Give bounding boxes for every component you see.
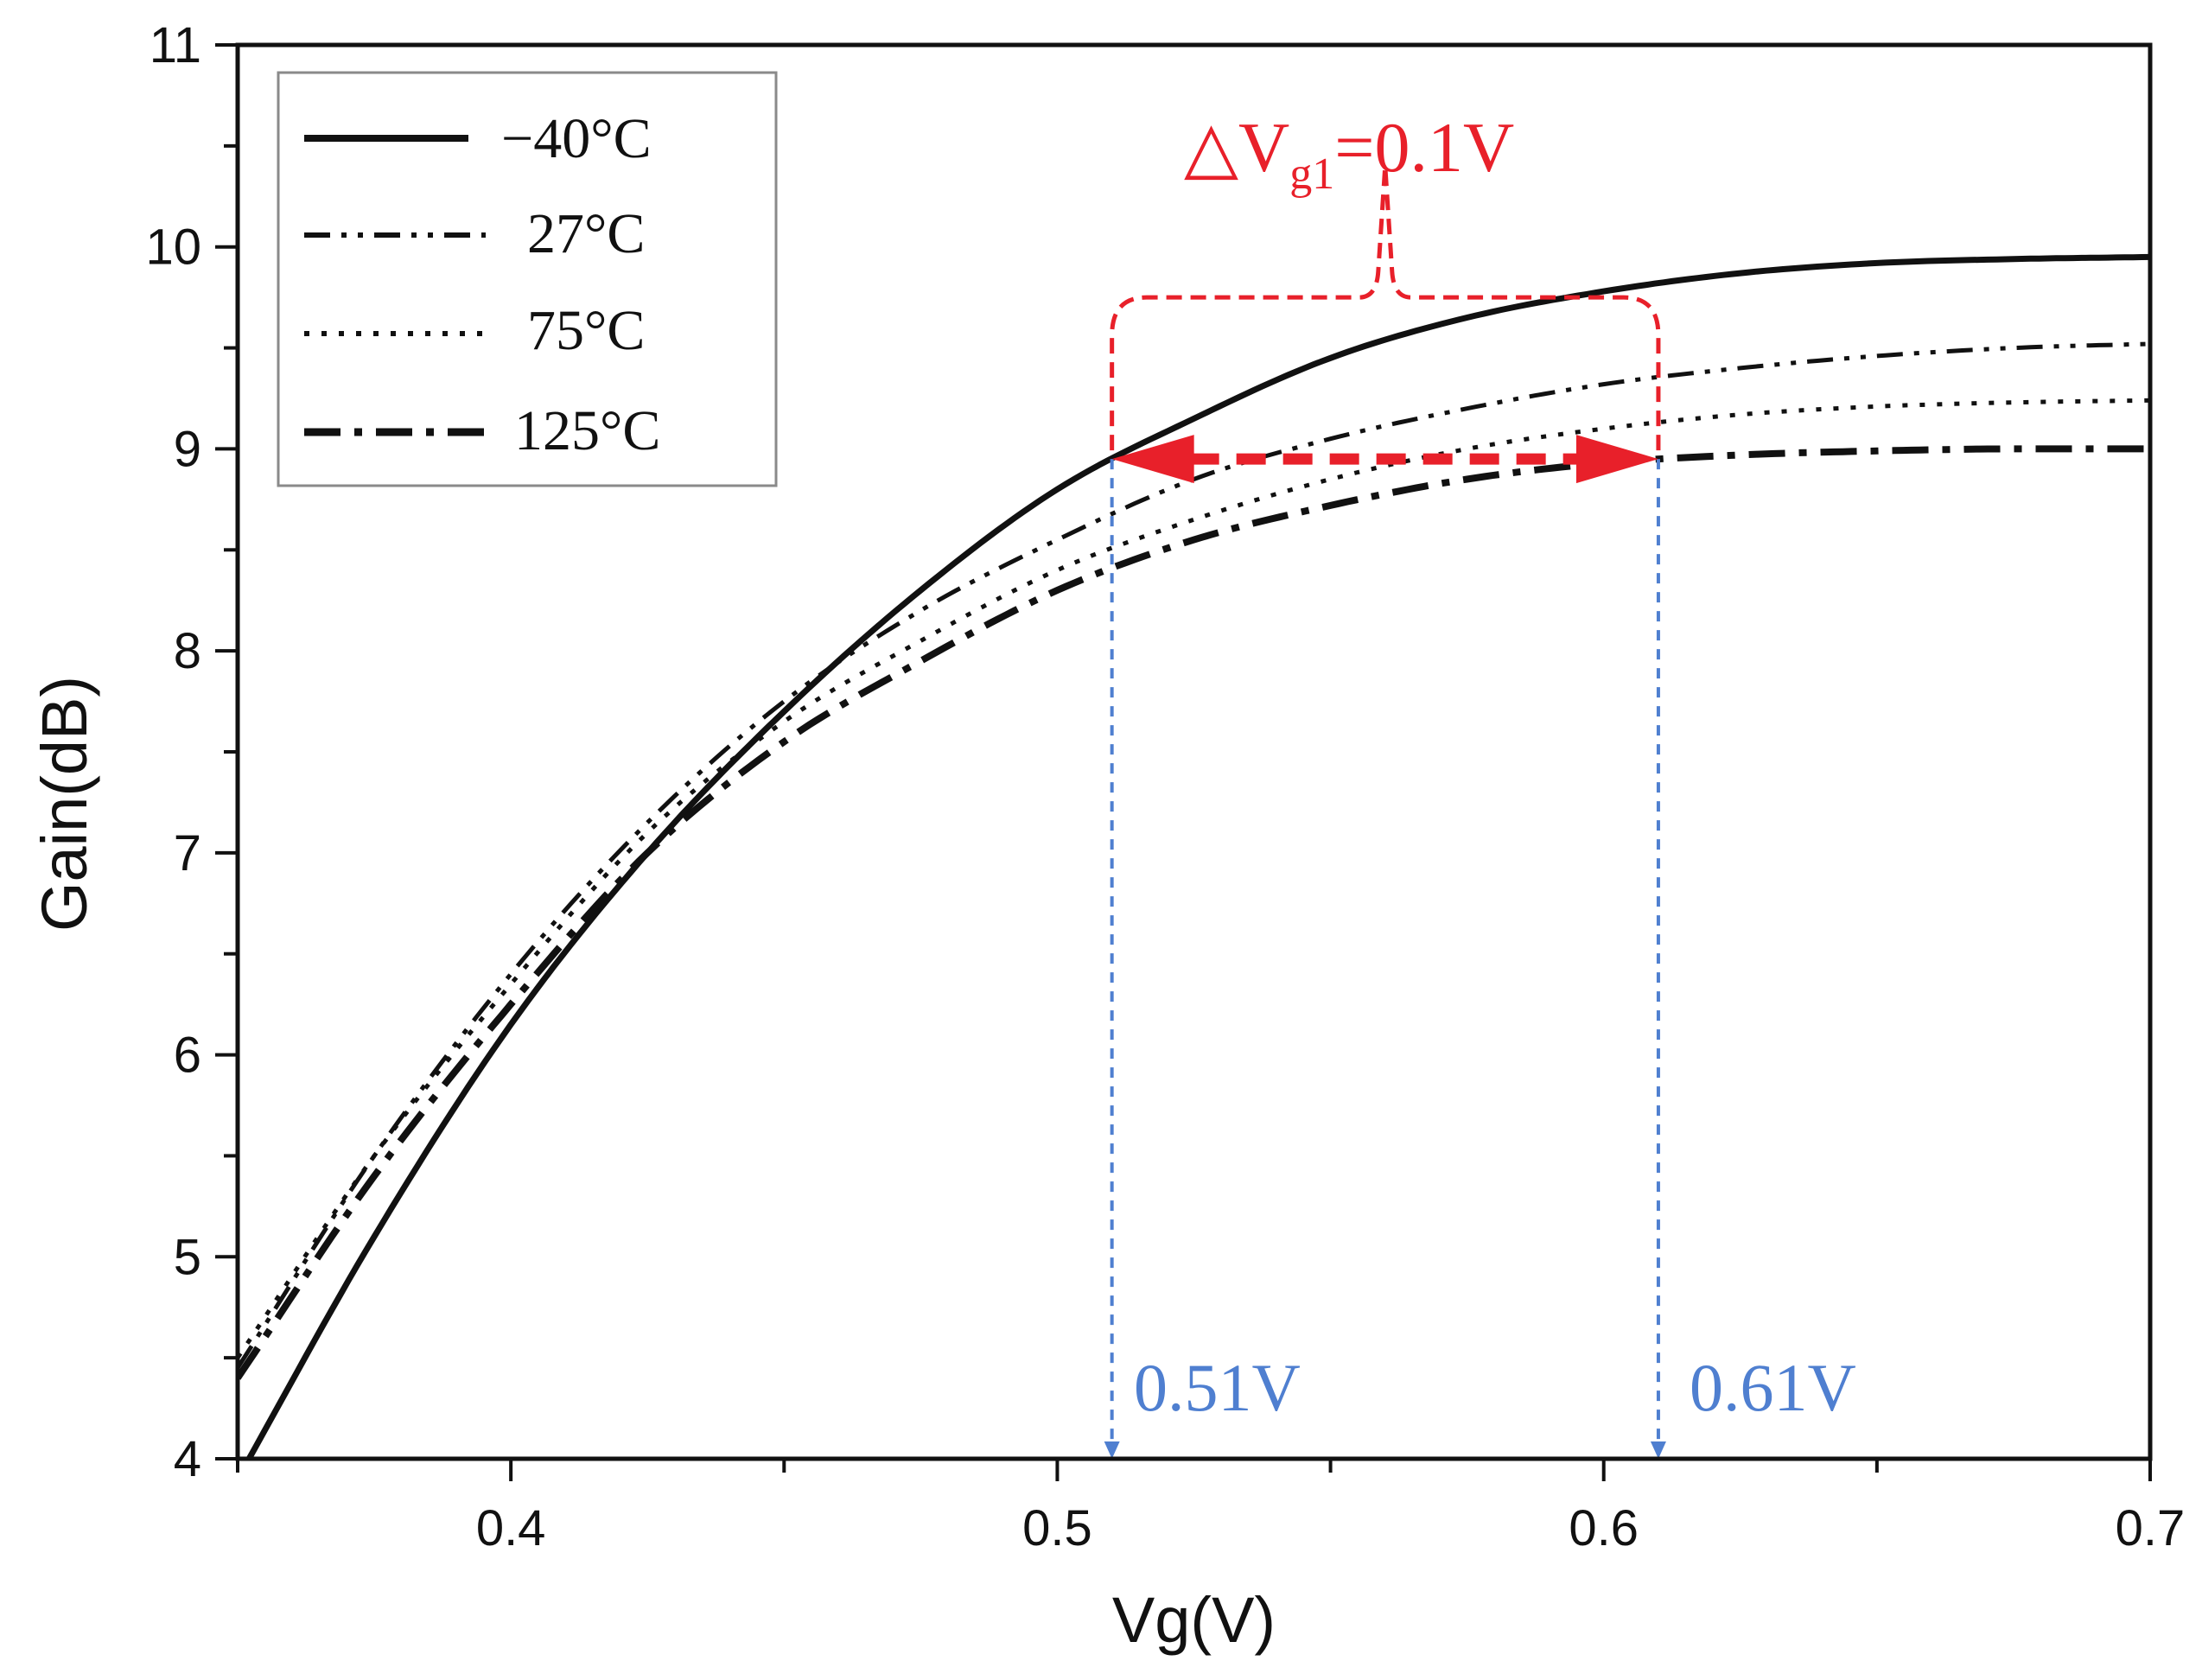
y-tick-label: 8 xyxy=(174,623,201,679)
series-neg40c-line xyxy=(245,253,2150,1459)
legend-label-neg40c: −40°C xyxy=(501,107,652,170)
annotation-layer xyxy=(1104,166,1666,1459)
series-125c-line xyxy=(238,445,2150,1380)
y-tick-label: 7 xyxy=(174,825,201,881)
delta-suffix: =0.1V xyxy=(1334,108,1514,187)
y-tick-label: 9 xyxy=(174,421,201,477)
legend-label-125c: 125°C xyxy=(514,399,660,462)
x-tick-label: 0.6 xyxy=(1569,1500,1639,1556)
delta-range-brace xyxy=(1110,166,1661,451)
axes-layer: 0.4 0.5 0.6 0.7 4 5 6 7 8 9 10 11 Vg(V) Gain(dB) xyxy=(29,17,2185,1656)
x-tick-label: 0.5 xyxy=(1022,1500,1092,1556)
y-tick-label: 5 xyxy=(174,1229,201,1285)
x-axis-title: Vg(V) xyxy=(1112,1584,1276,1656)
y-tick-label: 10 xyxy=(145,220,201,276)
left-marker-line-arrowhead xyxy=(1104,1441,1120,1459)
x-tick-label: 0.7 xyxy=(2116,1500,2186,1556)
delta-prefix: △V xyxy=(1184,108,1289,187)
delta-range-arrowhead-right xyxy=(1575,435,1658,484)
right-marker-label: 0.61V xyxy=(1690,1350,1856,1425)
legend: −40°C 27°C 75°C 125°C xyxy=(277,71,778,487)
y-axis-title: Gain(dB) xyxy=(29,676,100,932)
delta-range-arrowhead-left xyxy=(1111,435,1194,484)
left-marker-label: 0.51V xyxy=(1134,1350,1301,1425)
delta-vg1-annotation: △Vg1=0.1V xyxy=(1184,108,1514,199)
legend-label-27c: 27°C xyxy=(527,202,645,265)
legend-label-75c: 75°C xyxy=(527,299,645,362)
right-marker-line-arrowhead xyxy=(1650,1441,1666,1459)
x-tick-label: 0.4 xyxy=(476,1500,546,1556)
y-tick-label: 6 xyxy=(174,1028,201,1084)
y-tick-label: 11 xyxy=(150,17,201,73)
delta-subscript: g1 xyxy=(1289,150,1334,199)
y-tick-label: 4 xyxy=(174,1431,201,1487)
